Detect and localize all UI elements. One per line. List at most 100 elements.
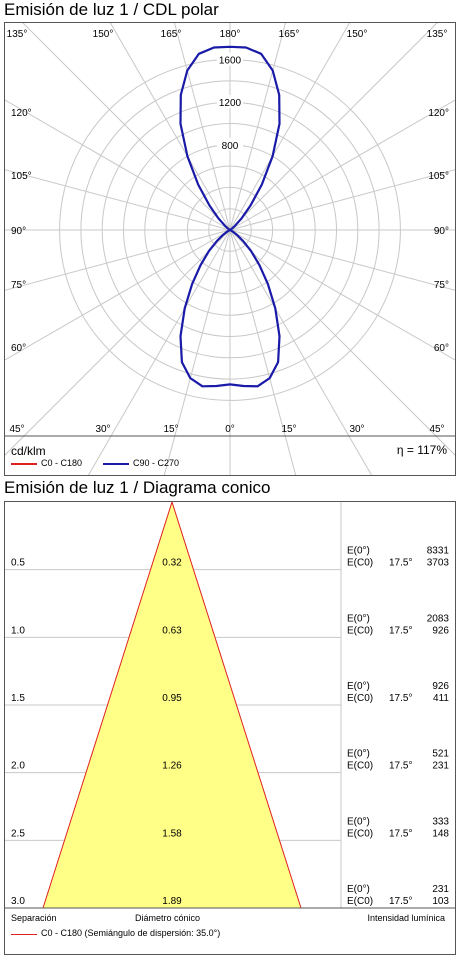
legend-swatch-c90 xyxy=(103,463,129,465)
angle-label-left: 120° xyxy=(11,108,32,119)
conic-ec-value: 103 xyxy=(432,896,449,907)
radial-tick-bg xyxy=(217,137,243,151)
radial-tick-label: 800 xyxy=(222,141,239,152)
conic-ec-label: E(C0) xyxy=(347,625,373,636)
conic-ec-value: 411 xyxy=(433,693,449,704)
conic-ec-angle: 17.5° xyxy=(389,896,412,907)
angle-label-bottom: 30° xyxy=(349,424,364,435)
conic-e0-label: E(0°) xyxy=(347,884,370,895)
angle-label-right: 90° xyxy=(434,226,449,237)
grid-spoke xyxy=(229,23,286,231)
angle-label-bottom: 15° xyxy=(163,424,178,435)
radial-tick-label: 1600 xyxy=(219,56,242,67)
angle-label-top: 135° xyxy=(7,29,28,40)
polar-series-c90-c270 xyxy=(179,45,281,388)
conic-ec-label: E(C0) xyxy=(347,693,373,704)
conic-diameter-label: 0.95 xyxy=(162,693,182,704)
conic-ec-value: 231 xyxy=(432,761,449,772)
conic-ec-value: 3703 xyxy=(427,558,450,569)
conic-e0-value: 926 xyxy=(432,681,449,692)
angle-label-bottom: 15° xyxy=(281,424,296,435)
conic-ec-value: 148 xyxy=(432,828,449,839)
conic-diagram-frame: 0.5 0.32 E(0°) 8331 E(C0) 17.5° 3703 1.0 0.63 E(0… xyxy=(4,501,456,955)
angle-label-top: 165° xyxy=(161,29,182,40)
conic-e0-value: 8331 xyxy=(427,546,450,557)
conic-ec-angle: 17.5° xyxy=(389,693,412,704)
grid-spoke xyxy=(229,169,455,231)
grid-spoke xyxy=(229,229,455,456)
angle-label-bottom: 30° xyxy=(95,424,110,435)
grid-spoke xyxy=(5,229,231,361)
grid-spoke xyxy=(5,229,231,291)
conic-legend-swatch xyxy=(11,934,37,935)
conic-ec-angle: 17.5° xyxy=(389,761,412,772)
grid-spoke xyxy=(163,229,231,475)
conic-diameter-label: 0.32 xyxy=(162,558,182,569)
conic-e0-value: 2083 xyxy=(427,613,450,624)
grid-spoke xyxy=(229,23,438,231)
conic-ec-label: E(C0) xyxy=(347,828,373,839)
angle-label-bottom: 45° xyxy=(429,424,444,435)
grid-spoke xyxy=(87,229,231,475)
conic-ec-angle: 17.5° xyxy=(389,558,412,569)
angle-label-bottom: 45° xyxy=(9,424,24,435)
angle-label-right: 75° xyxy=(434,280,449,291)
conic-e0-label: E(0°) xyxy=(347,749,370,760)
angle-label-top: 135° xyxy=(427,29,448,40)
angle-label-top: 150° xyxy=(347,29,368,40)
angle-label-top: 150° xyxy=(93,29,114,40)
grid-spoke xyxy=(229,99,455,231)
radial-tick-bg xyxy=(217,95,243,109)
conic-diameter-label: 1.58 xyxy=(162,828,182,839)
conic-height-label: 1.0 xyxy=(11,625,25,636)
conic-diameter-label: 1.89 xyxy=(162,896,182,907)
conic-e0-value: 521 xyxy=(432,749,449,760)
grid-spoke xyxy=(229,23,351,231)
polar-chart-title: Emisión de luz 1 / CDL polar xyxy=(4,0,219,19)
conic-legend-label: C0 - C180 (Semiángulo de dispersión: 35.… xyxy=(41,928,221,938)
conic-ec-angle: 17.5° xyxy=(389,828,412,839)
conic-ec-label: E(C0) xyxy=(347,558,373,569)
grid-spoke xyxy=(5,229,231,456)
separation-label: Separación xyxy=(11,913,57,923)
angle-label-left: 90° xyxy=(11,226,26,237)
conic-e0-label: E(0°) xyxy=(347,681,370,692)
grid-spoke xyxy=(229,229,455,291)
grid-spoke xyxy=(229,229,373,475)
grid-spoke xyxy=(22,23,231,231)
radial-tick-label: 1200 xyxy=(219,98,242,109)
angle-label-left: 60° xyxy=(11,343,26,354)
conic-ec-label: E(C0) xyxy=(347,761,373,772)
grid-spoke xyxy=(174,23,231,231)
conic-e0-value: 333 xyxy=(432,816,449,827)
conic-e0-label: E(0°) xyxy=(347,613,370,624)
grid-spoke xyxy=(109,23,231,231)
efficiency-label: η = 117% xyxy=(396,443,447,457)
conic-diagram: 0.5 0.32 E(0°) 8331 E(C0) 17.5° 3703 1.0 0.63 E(0… xyxy=(5,502,455,909)
intensity-label: Intensidad lumínica xyxy=(367,913,445,923)
polar-unit-label: cd/klm xyxy=(11,444,46,458)
conic-height-label: 2.5 xyxy=(11,828,25,839)
legend-label-c0: C0 - C180 xyxy=(41,458,83,468)
angle-label-right: 105° xyxy=(428,171,449,182)
angle-label-bottom: 0° xyxy=(225,424,235,435)
conic-height-label: 1.5 xyxy=(11,693,25,704)
radial-tick-bg xyxy=(217,52,243,66)
grid-spoke xyxy=(229,229,297,475)
angle-label-left: 105° xyxy=(11,171,32,182)
legend-swatch-c0 xyxy=(11,463,37,465)
angle-label-left: 75° xyxy=(11,280,26,291)
polar-chart: 800 1200 1600 135° 150° 165° 180° 165° 150° 135° 4… xyxy=(5,23,455,475)
angle-label-top: 165° xyxy=(279,29,300,40)
conic-e0-value: 231 xyxy=(432,884,449,895)
angle-label-right: 120° xyxy=(428,108,449,119)
conic-diameter-label: 1.26 xyxy=(162,761,182,772)
conic-e0-label: E(0°) xyxy=(347,546,370,557)
conic-height-label: 3.0 xyxy=(11,896,25,907)
polar-chart-frame: 800 1200 1600 135° 150° 165° 180° 165° 150° 135° 4… xyxy=(4,22,456,476)
grid-spoke xyxy=(5,169,231,231)
conic-ec-value: 926 xyxy=(432,625,449,636)
grid-spoke xyxy=(5,99,231,231)
conic-ec-angle: 17.5° xyxy=(389,625,412,636)
angle-label-right: 60° xyxy=(434,343,449,354)
